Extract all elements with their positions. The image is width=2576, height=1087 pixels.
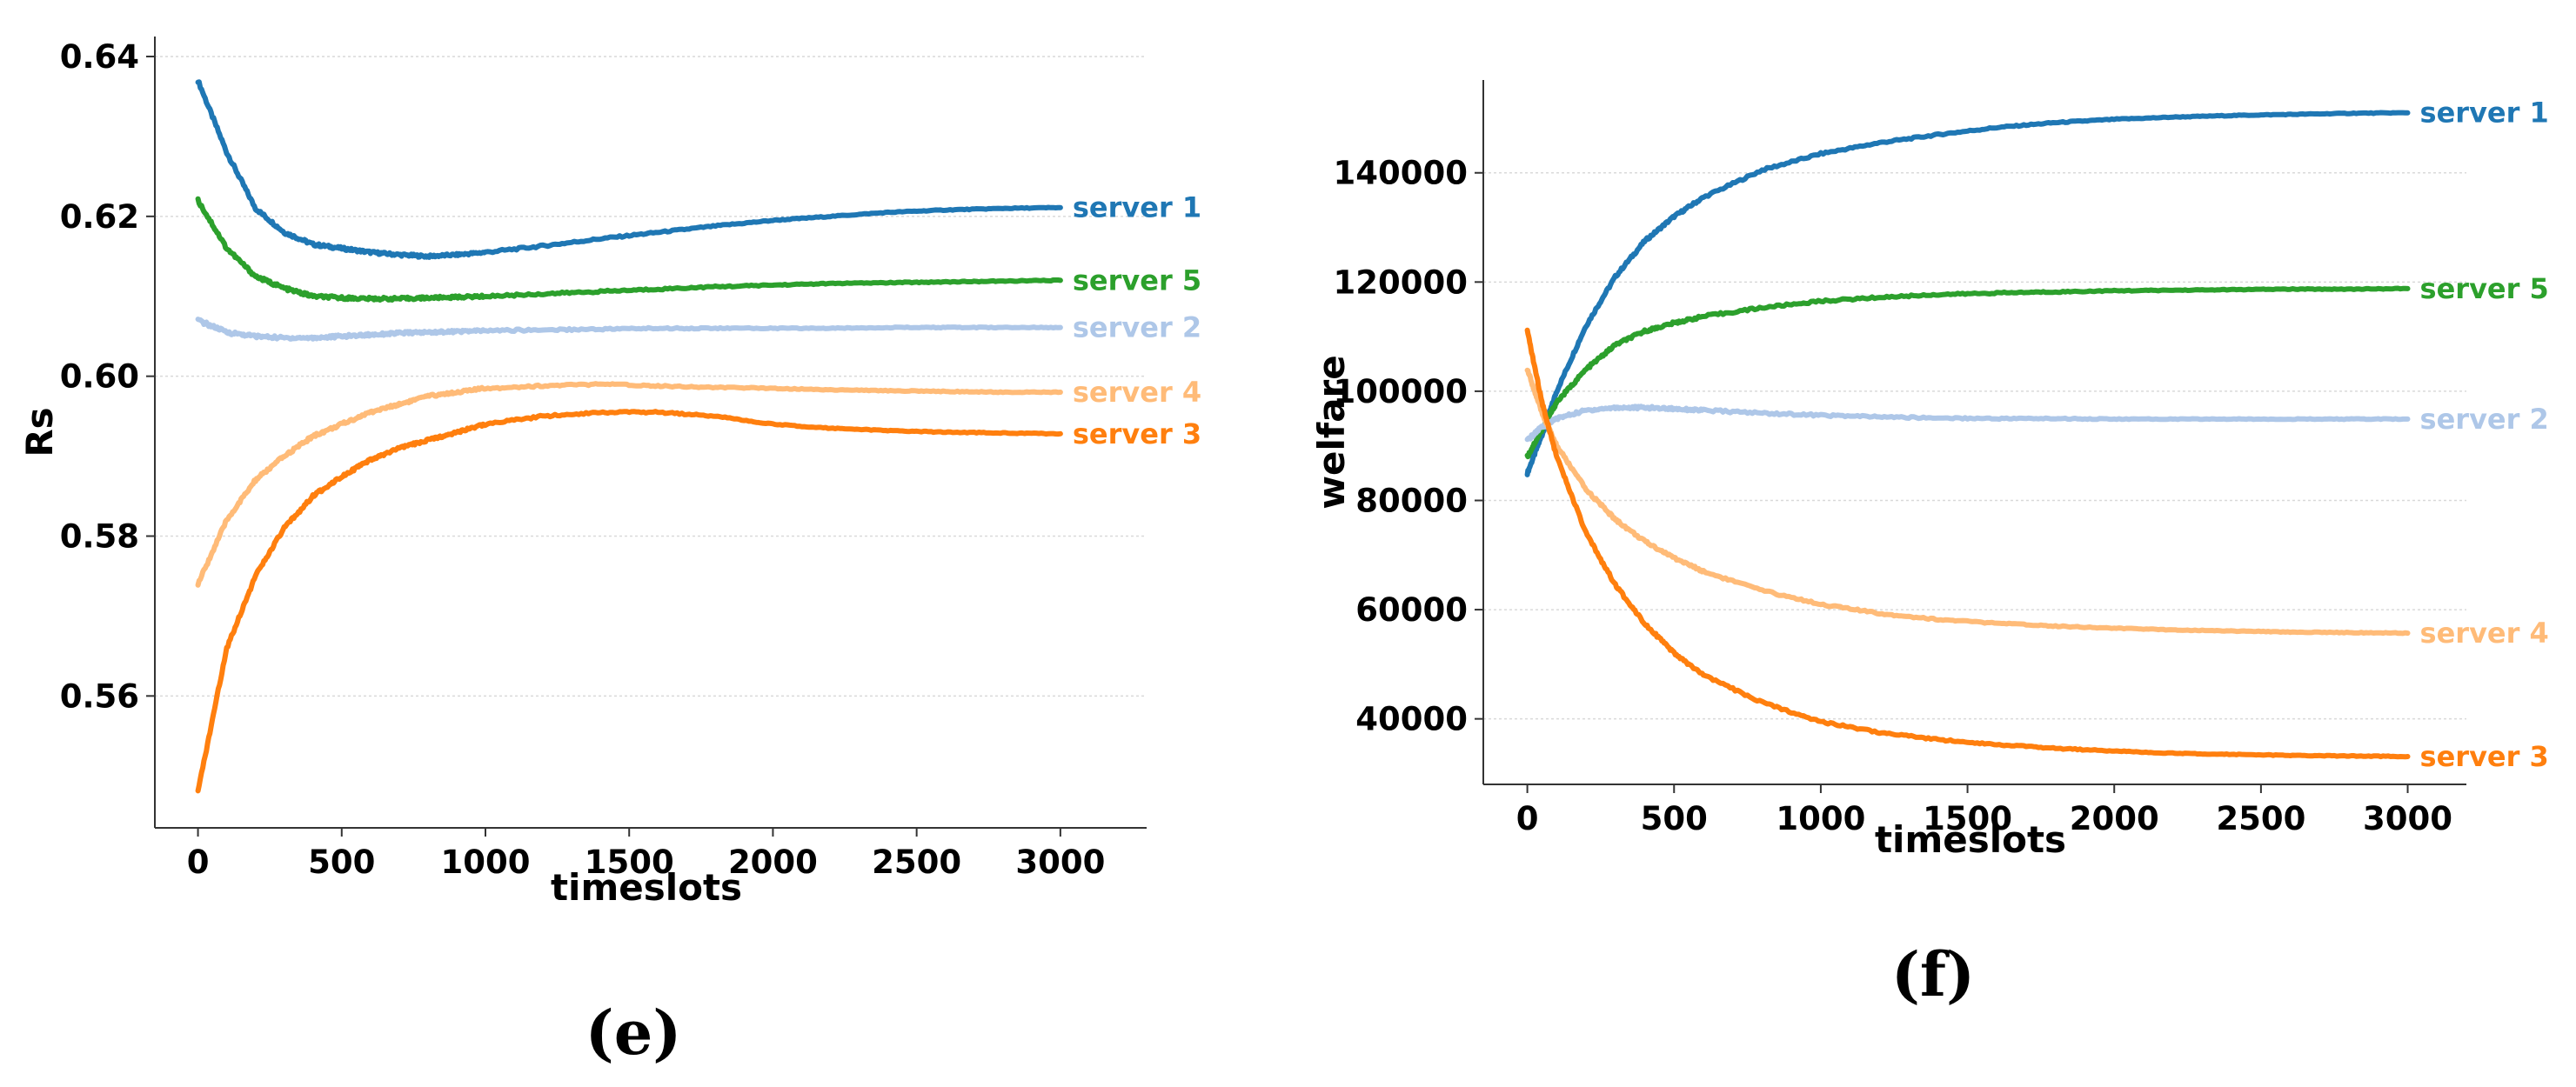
series-end-label: server 2 [2420,403,2549,436]
series-line-server-1 [195,79,1063,260]
series-line-server-5 [195,196,1063,303]
series-end-label: server 5 [1073,263,1201,297]
y-tick-label: 80000 [1355,482,1468,519]
y-axis-title: Rs [18,407,61,457]
series-line-server-1 [1524,110,2411,477]
y-tick-label: 0.64 [60,38,139,76]
x-tick-label: 1000 [1776,800,1865,837]
y-tick-label: 0.58 [60,517,139,555]
series-end-label: server 3 [1073,417,1201,450]
series-line-server-3 [195,409,1063,794]
x-tick-label: 2000 [728,844,818,881]
series-end-label: server 4 [2420,617,2549,650]
x-tick-label: 2500 [872,844,961,881]
y-tick-label: 40000 [1355,701,1468,738]
series-end-label: server 3 [2420,740,2549,773]
series-line-server-2 [195,317,1063,342]
series-line-server-3 [1524,327,2411,760]
x-tick-label: 0 [1516,800,1539,837]
x-tick-label: 1000 [441,844,531,881]
y-tick-label: 100000 [1334,373,1468,410]
x-tick-label: 500 [1641,800,1708,837]
chart-panel-e: 0.56 0.58 0.60 0.62 0.64 0 500 1000 1500 2000 2500… [18,37,1201,1069]
series-line-server-4 [1524,367,2411,637]
x-axis-title: timeslots [551,866,742,909]
chart-panel-f: 40000 60000 80000 100000 120000 140000 0 500 100… [1310,80,2549,1010]
series-line-server-5 [1524,285,2411,460]
series-end-label: server 2 [1073,311,1201,344]
y-tick-label: 140000 [1334,155,1468,192]
x-tick-label: 0 [187,844,210,881]
y-tick-label: 120000 [1334,263,1468,301]
series-end-label: server 4 [1073,376,1201,409]
x-axis-title: timeslots [1875,818,2066,861]
y-tick-label: 0.60 [60,358,139,396]
series-end-label: server 1 [2420,97,2549,130]
series-end-label: server 1 [1073,191,1201,224]
x-tick-label: 3000 [2363,800,2452,837]
x-tick-label: 1500 [585,844,674,881]
panel-caption: (f) [1891,938,1975,1010]
y-tick-label: 0.56 [60,677,139,715]
x-tick-label: 3000 [1015,844,1105,881]
series-line-server-2 [1524,403,2411,443]
panel-caption: (e) [585,997,682,1069]
series-line-server-4 [195,381,1063,588]
y-tick-label: 60000 [1355,591,1468,629]
x-tick-label: 2000 [2070,800,2159,837]
series-end-label: server 5 [2420,272,2549,305]
x-tick-label: 500 [308,844,375,881]
x-tick-label: 1500 [1923,800,2012,837]
x-tick-label: 2500 [2216,800,2305,837]
y-axis-title: welfare [1310,355,1353,510]
y-tick-label: 0.62 [60,198,139,236]
